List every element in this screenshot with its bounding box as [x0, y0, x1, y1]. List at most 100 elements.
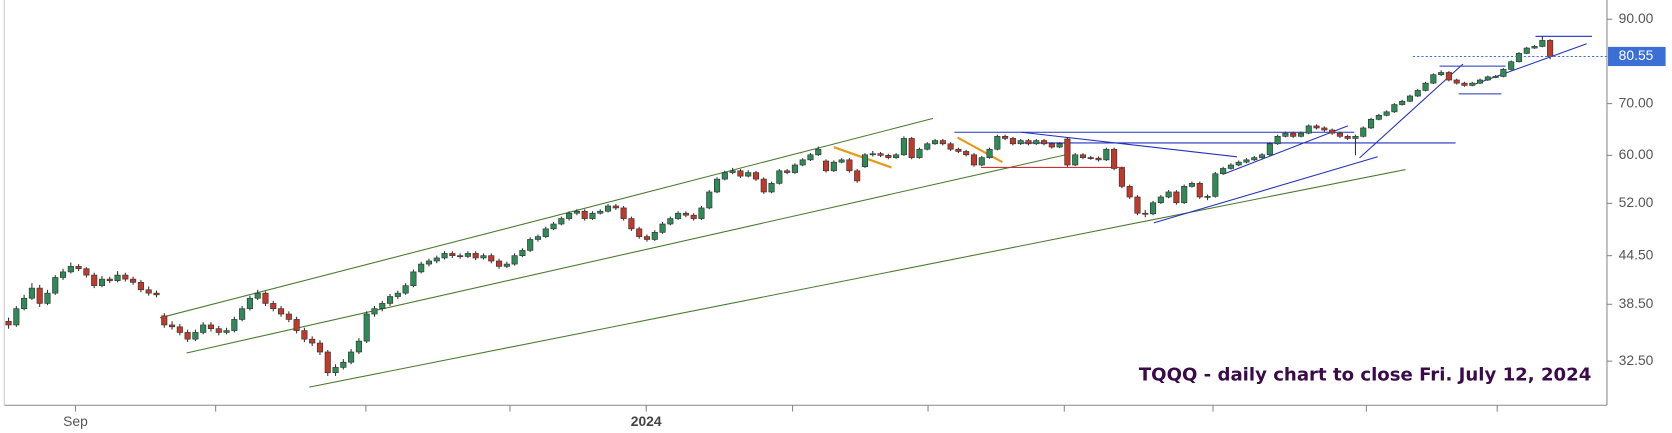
x-tick-label: Sep — [63, 413, 88, 429]
candle-body — [83, 268, 90, 276]
candle-body — [161, 315, 168, 326]
candle-body — [1227, 164, 1234, 169]
candle-body — [262, 292, 269, 304]
candle-body — [682, 212, 689, 216]
candle-body — [1095, 157, 1102, 161]
candle-body — [122, 274, 129, 280]
candle-body — [620, 207, 627, 219]
candle-body — [566, 212, 573, 219]
candle-body — [784, 170, 791, 173]
candle-body — [558, 218, 565, 225]
candle-body — [449, 253, 456, 256]
candle-body — [1422, 82, 1429, 91]
candle-body — [52, 277, 59, 294]
candle-body — [1103, 148, 1110, 161]
candle-body — [433, 257, 440, 262]
candle-body — [1064, 138, 1071, 166]
candle-body — [1290, 132, 1297, 137]
candle-body — [1126, 186, 1133, 198]
candle-body — [612, 205, 619, 209]
candle-body — [270, 303, 277, 309]
candle-body — [776, 170, 783, 184]
candle-body — [900, 138, 907, 156]
candle-body — [1111, 148, 1118, 169]
candle-body — [698, 207, 705, 219]
trend-line — [309, 169, 1406, 388]
trend-line — [159, 117, 934, 319]
y-tick-label: 38.50 — [1619, 295, 1654, 311]
candle-body — [402, 285, 409, 294]
candle-body — [550, 223, 557, 230]
candle-body — [1282, 132, 1289, 137]
candle-body — [1399, 100, 1406, 105]
candle-body — [1477, 79, 1484, 84]
candle-body — [285, 313, 292, 320]
candle-body — [184, 332, 191, 340]
candle-body — [1515, 53, 1523, 63]
candle-body — [91, 274, 98, 286]
candle-body — [1165, 191, 1172, 198]
candle-body — [60, 271, 67, 278]
candle-body — [425, 260, 433, 265]
candle-body — [231, 319, 238, 331]
candle-body — [1508, 61, 1515, 70]
candle-body — [908, 138, 915, 158]
candle-body — [1430, 74, 1437, 84]
candle-body — [1445, 72, 1452, 81]
candle-body — [169, 324, 176, 328]
candle-body — [690, 214, 697, 219]
candle-body — [464, 253, 471, 257]
candle-body — [854, 170, 861, 182]
candle-body — [418, 263, 425, 273]
candle-body — [278, 308, 285, 315]
candle-body — [1406, 95, 1414, 102]
candle-body — [706, 191, 713, 209]
candle-body — [239, 308, 246, 320]
candle-body — [589, 212, 596, 219]
candle-body — [457, 255, 464, 258]
candle-body — [1087, 157, 1094, 159]
candle-body — [1220, 168, 1227, 175]
trend-line — [186, 154, 1067, 354]
candle-body — [324, 351, 331, 374]
candle-body — [1329, 129, 1336, 134]
candle-body — [1235, 161, 1242, 166]
candle-body — [955, 148, 962, 152]
candle-body — [636, 228, 643, 237]
candle-body — [838, 159, 845, 163]
candle-body — [597, 210, 604, 214]
candle-body — [21, 297, 28, 309]
candle-body — [885, 155, 892, 158]
candle-body — [893, 154, 900, 158]
candle-body — [939, 140, 946, 145]
candle-body — [480, 255, 487, 259]
candle-body — [176, 326, 183, 333]
y-tick-label: 60.00 — [1619, 146, 1654, 162]
candle-body — [44, 292, 51, 304]
candle-body — [651, 232, 658, 240]
candle-body — [67, 266, 74, 273]
candle-body — [963, 151, 970, 156]
candle-body — [363, 313, 370, 342]
candle-body — [1025, 140, 1032, 145]
candle-body — [1243, 159, 1250, 163]
candle-body — [1072, 154, 1079, 166]
candle-body — [1305, 125, 1312, 134]
candle-body — [348, 351, 355, 363]
candle-body — [1118, 168, 1125, 187]
candle-body — [394, 292, 401, 297]
candle-body — [13, 308, 20, 326]
candle-body — [534, 236, 542, 240]
candle-body — [1453, 79, 1460, 84]
candle-body — [1134, 196, 1141, 214]
candle-body — [791, 164, 798, 173]
candle-body — [379, 303, 386, 309]
candle-body — [1181, 186, 1188, 204]
trend-line — [1359, 63, 1464, 159]
candle-body — [542, 228, 549, 237]
candle-body — [410, 271, 417, 286]
candle-body — [729, 170, 736, 173]
candle-body — [246, 297, 253, 309]
candle-body — [1336, 132, 1343, 137]
